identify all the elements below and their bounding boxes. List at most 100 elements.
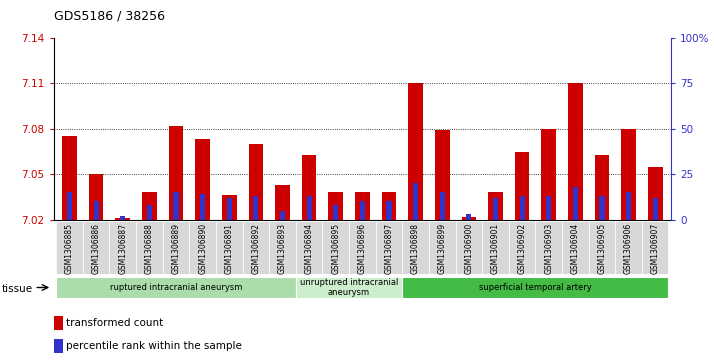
Bar xyxy=(323,221,349,274)
Bar xyxy=(333,205,338,220)
Bar xyxy=(440,192,445,220)
Text: GSM1306893: GSM1306893 xyxy=(278,223,287,274)
Text: ruptured intracranial aneurysm: ruptured intracranial aneurysm xyxy=(110,283,242,292)
Bar xyxy=(189,221,216,274)
Text: GSM1306896: GSM1306896 xyxy=(358,223,367,274)
Text: GSM1306887: GSM1306887 xyxy=(119,223,127,274)
Bar xyxy=(488,192,503,220)
Bar xyxy=(461,217,476,220)
Text: GSM1306897: GSM1306897 xyxy=(384,223,393,274)
Bar xyxy=(196,139,210,220)
Bar xyxy=(120,216,126,220)
Text: tissue: tissue xyxy=(2,284,34,294)
Bar xyxy=(355,192,370,220)
Bar xyxy=(466,214,471,220)
Bar xyxy=(248,144,263,220)
Bar xyxy=(296,277,402,298)
Text: GSM1306902: GSM1306902 xyxy=(518,223,527,274)
Text: GSM1306904: GSM1306904 xyxy=(570,223,580,274)
Bar xyxy=(275,185,290,220)
Bar xyxy=(573,187,578,220)
Bar xyxy=(408,83,423,220)
Bar xyxy=(54,339,63,354)
Bar xyxy=(482,221,509,274)
Text: GSM1306885: GSM1306885 xyxy=(65,223,74,274)
Bar xyxy=(402,221,429,274)
Bar xyxy=(216,221,243,274)
Bar xyxy=(226,198,232,220)
Bar xyxy=(515,151,529,220)
Bar xyxy=(243,221,269,274)
Bar xyxy=(546,196,551,220)
Bar xyxy=(349,221,376,274)
Bar xyxy=(306,196,312,220)
Bar xyxy=(56,221,83,274)
Text: GSM1306903: GSM1306903 xyxy=(544,223,553,274)
Bar xyxy=(54,315,63,330)
Bar xyxy=(386,201,391,220)
Bar xyxy=(360,201,365,220)
Bar xyxy=(413,183,418,220)
Text: GSM1306891: GSM1306891 xyxy=(225,223,233,274)
Bar xyxy=(296,221,323,274)
Bar xyxy=(509,221,536,274)
Bar xyxy=(626,192,631,220)
Bar xyxy=(402,277,668,298)
Bar xyxy=(269,221,296,274)
Bar xyxy=(599,196,605,220)
Text: GSM1306906: GSM1306906 xyxy=(624,223,633,274)
Bar xyxy=(174,192,178,220)
Bar xyxy=(435,130,450,220)
Bar xyxy=(94,201,99,220)
Text: GSM1306888: GSM1306888 xyxy=(145,223,154,274)
Bar xyxy=(536,221,562,274)
Bar xyxy=(376,221,402,274)
Bar xyxy=(541,129,556,220)
Bar xyxy=(56,277,296,298)
Bar xyxy=(169,126,183,220)
Text: unruptured intracranial
aneurysm: unruptured intracranial aneurysm xyxy=(300,278,398,297)
Bar xyxy=(302,155,316,220)
Text: GSM1306905: GSM1306905 xyxy=(598,223,606,274)
Text: GSM1306892: GSM1306892 xyxy=(251,223,261,274)
Bar xyxy=(653,198,658,220)
Text: GSM1306899: GSM1306899 xyxy=(438,223,447,274)
Text: GSM1306889: GSM1306889 xyxy=(171,223,181,274)
Text: GSM1306886: GSM1306886 xyxy=(91,223,101,274)
Text: GDS5186 / 38256: GDS5186 / 38256 xyxy=(54,9,164,22)
Text: GSM1306907: GSM1306907 xyxy=(650,223,660,274)
Text: GSM1306895: GSM1306895 xyxy=(331,223,341,274)
Bar xyxy=(83,221,109,274)
Bar xyxy=(621,129,636,220)
Bar xyxy=(382,192,396,220)
Bar xyxy=(109,221,136,274)
Bar xyxy=(648,167,663,220)
Text: transformed count: transformed count xyxy=(66,318,164,328)
Text: superficial temporal artery: superficial temporal artery xyxy=(479,283,592,292)
Text: GSM1306894: GSM1306894 xyxy=(305,223,313,274)
Bar xyxy=(456,221,482,274)
Bar xyxy=(588,221,615,274)
Bar xyxy=(328,192,343,220)
Bar xyxy=(253,196,258,220)
Bar xyxy=(142,192,156,220)
Bar xyxy=(562,221,588,274)
Bar xyxy=(222,195,236,220)
Bar xyxy=(615,221,642,274)
Bar xyxy=(116,218,130,220)
Bar xyxy=(568,83,583,220)
Bar xyxy=(520,196,525,220)
Text: GSM1306900: GSM1306900 xyxy=(464,223,473,274)
Text: GSM1306901: GSM1306901 xyxy=(491,223,500,274)
Bar xyxy=(200,194,205,220)
Bar xyxy=(62,136,77,220)
Bar xyxy=(429,221,456,274)
Bar xyxy=(280,211,285,220)
Bar xyxy=(147,205,152,220)
Bar xyxy=(163,221,189,274)
Bar xyxy=(595,155,609,220)
Bar xyxy=(493,198,498,220)
Text: GSM1306898: GSM1306898 xyxy=(411,223,420,274)
Text: GSM1306890: GSM1306890 xyxy=(198,223,207,274)
Bar xyxy=(136,221,163,274)
